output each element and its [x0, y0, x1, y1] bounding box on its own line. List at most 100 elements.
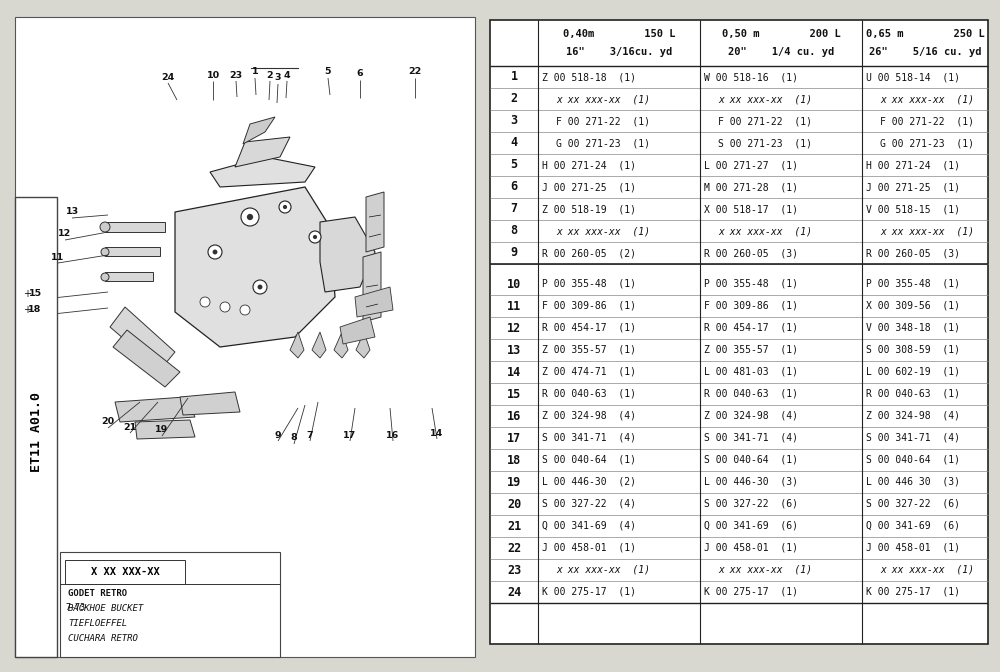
- Text: F 00 309-86  (1): F 00 309-86 (1): [704, 301, 798, 311]
- Circle shape: [213, 249, 217, 255]
- Text: x xx xxx-xx  (1): x xx xxx-xx (1): [880, 565, 974, 575]
- Text: S 00 341-71  (4): S 00 341-71 (4): [704, 433, 798, 443]
- Text: 7-73: 7-73: [65, 603, 85, 612]
- Text: GODET RETRO: GODET RETRO: [68, 589, 127, 598]
- Text: M 00 271-28  (1): M 00 271-28 (1): [704, 182, 798, 192]
- Polygon shape: [113, 330, 180, 387]
- Bar: [65, 560, 185, 584]
- Text: R 00 040-63  (1): R 00 040-63 (1): [542, 389, 636, 399]
- Polygon shape: [115, 397, 195, 422]
- Text: 10: 10: [206, 71, 220, 79]
- Text: H 00 271-24  (1): H 00 271-24 (1): [866, 160, 960, 170]
- Text: K 00 275-17  (1): K 00 275-17 (1): [542, 587, 636, 597]
- Text: 16: 16: [386, 431, 400, 439]
- Text: x xx xxx-xx  (1): x xx xxx-xx (1): [718, 226, 812, 236]
- Text: 3: 3: [510, 114, 518, 128]
- Text: G 00 271-23  (1): G 00 271-23 (1): [556, 138, 650, 148]
- Text: Z 00 518-18  (1): Z 00 518-18 (1): [542, 72, 636, 82]
- Text: 7: 7: [307, 431, 313, 439]
- Text: 1: 1: [510, 71, 518, 83]
- Text: 16: 16: [507, 409, 521, 423]
- Text: CUCHARA RETRO: CUCHARA RETRO: [68, 634, 138, 643]
- Text: J 00 458-01  (1): J 00 458-01 (1): [866, 543, 960, 553]
- Text: S 00 327-22  (6): S 00 327-22 (6): [704, 499, 798, 509]
- Polygon shape: [356, 332, 370, 358]
- Text: 14: 14: [430, 429, 444, 437]
- Text: Z 00 355-57  (1): Z 00 355-57 (1): [542, 345, 636, 355]
- Polygon shape: [363, 252, 381, 322]
- Text: P 00 355-48  (1): P 00 355-48 (1): [542, 279, 636, 289]
- Text: 12: 12: [507, 321, 521, 335]
- Text: V 00 518-15  (1): V 00 518-15 (1): [866, 204, 960, 214]
- Text: 9: 9: [510, 247, 518, 259]
- Text: K 00 275-17  (1): K 00 275-17 (1): [704, 587, 798, 597]
- Bar: [105, 247, 160, 256]
- Text: 18: 18: [507, 454, 521, 466]
- Text: Q 00 341-69  (6): Q 00 341-69 (6): [866, 521, 960, 531]
- Circle shape: [200, 297, 210, 307]
- Text: Z 00 474-71  (1): Z 00 474-71 (1): [542, 367, 636, 377]
- Text: R 00 260-05  (3): R 00 260-05 (3): [704, 248, 798, 258]
- Text: ET11 A01.0: ET11 A01.0: [30, 392, 42, 472]
- Text: R 00 454-17  (1): R 00 454-17 (1): [704, 323, 798, 333]
- Text: 19: 19: [507, 476, 521, 489]
- Text: F 00 271-22  (1): F 00 271-22 (1): [718, 116, 812, 126]
- Text: 8: 8: [510, 224, 518, 237]
- Text: 23: 23: [507, 564, 521, 577]
- Circle shape: [101, 273, 109, 281]
- Text: 17: 17: [343, 431, 357, 439]
- Text: Z 00 324-98  (4): Z 00 324-98 (4): [704, 411, 798, 421]
- Text: 5: 5: [510, 159, 518, 171]
- Text: 24: 24: [161, 73, 175, 81]
- Circle shape: [101, 248, 109, 256]
- Text: 4: 4: [284, 71, 290, 79]
- Text: W 00 518-16  (1): W 00 518-16 (1): [704, 72, 798, 82]
- Text: F 00 271-22  (1): F 00 271-22 (1): [556, 116, 650, 126]
- Text: x xx xxx-xx  (1): x xx xxx-xx (1): [556, 226, 650, 236]
- Polygon shape: [312, 332, 326, 358]
- Text: S 00 327-22  (4): S 00 327-22 (4): [542, 499, 636, 509]
- Text: 21: 21: [507, 519, 521, 532]
- Text: x xx xxx-xx  (1): x xx xxx-xx (1): [718, 565, 812, 575]
- Text: X 00 518-17  (1): X 00 518-17 (1): [704, 204, 798, 214]
- Circle shape: [240, 305, 250, 315]
- Text: 15: 15: [28, 290, 42, 298]
- Text: 17: 17: [507, 431, 521, 444]
- Text: 15: 15: [507, 388, 521, 401]
- Bar: [15, 197, 57, 657]
- Text: 23: 23: [229, 71, 243, 79]
- Polygon shape: [175, 187, 335, 347]
- Text: 0,50 m        200 L: 0,50 m 200 L: [722, 29, 840, 39]
- Circle shape: [279, 201, 291, 213]
- Text: +: +: [23, 305, 31, 315]
- Text: V 00 348-18  (1): V 00 348-18 (1): [866, 323, 960, 333]
- Text: L 00 446 30  (3): L 00 446 30 (3): [866, 477, 960, 487]
- Text: 13: 13: [65, 208, 79, 216]
- Text: P 00 355-48  (1): P 00 355-48 (1): [866, 279, 960, 289]
- Polygon shape: [366, 192, 384, 252]
- Text: L 00 271-27  (1): L 00 271-27 (1): [704, 160, 798, 170]
- Text: 0,65 m        250 L: 0,65 m 250 L: [866, 29, 984, 39]
- Text: Z 00 324-98  (4): Z 00 324-98 (4): [866, 411, 960, 421]
- Circle shape: [241, 208, 259, 226]
- Text: G 00 271-23  (1): G 00 271-23 (1): [880, 138, 974, 148]
- Polygon shape: [355, 287, 393, 317]
- Text: BACKHOE BUCKET: BACKHOE BUCKET: [68, 604, 143, 613]
- Text: S 00 327-22  (6): S 00 327-22 (6): [866, 499, 960, 509]
- Text: 7: 7: [510, 202, 518, 216]
- Bar: [490, 20, 988, 644]
- Circle shape: [309, 231, 321, 243]
- Bar: [15, 17, 475, 657]
- Polygon shape: [235, 137, 290, 167]
- Text: 16"    3/16cu. yd: 16" 3/16cu. yd: [566, 47, 672, 57]
- Circle shape: [283, 205, 287, 209]
- Text: L 00 446-30  (3): L 00 446-30 (3): [704, 477, 798, 487]
- Text: x xx xxx-xx  (1): x xx xxx-xx (1): [556, 565, 650, 575]
- Text: U 00 518-14  (1): U 00 518-14 (1): [866, 72, 960, 82]
- Text: 3: 3: [275, 73, 281, 83]
- Bar: [60, 552, 280, 657]
- Circle shape: [253, 280, 267, 294]
- Text: 20: 20: [101, 417, 115, 427]
- Text: 13: 13: [507, 343, 521, 357]
- Circle shape: [258, 284, 262, 290]
